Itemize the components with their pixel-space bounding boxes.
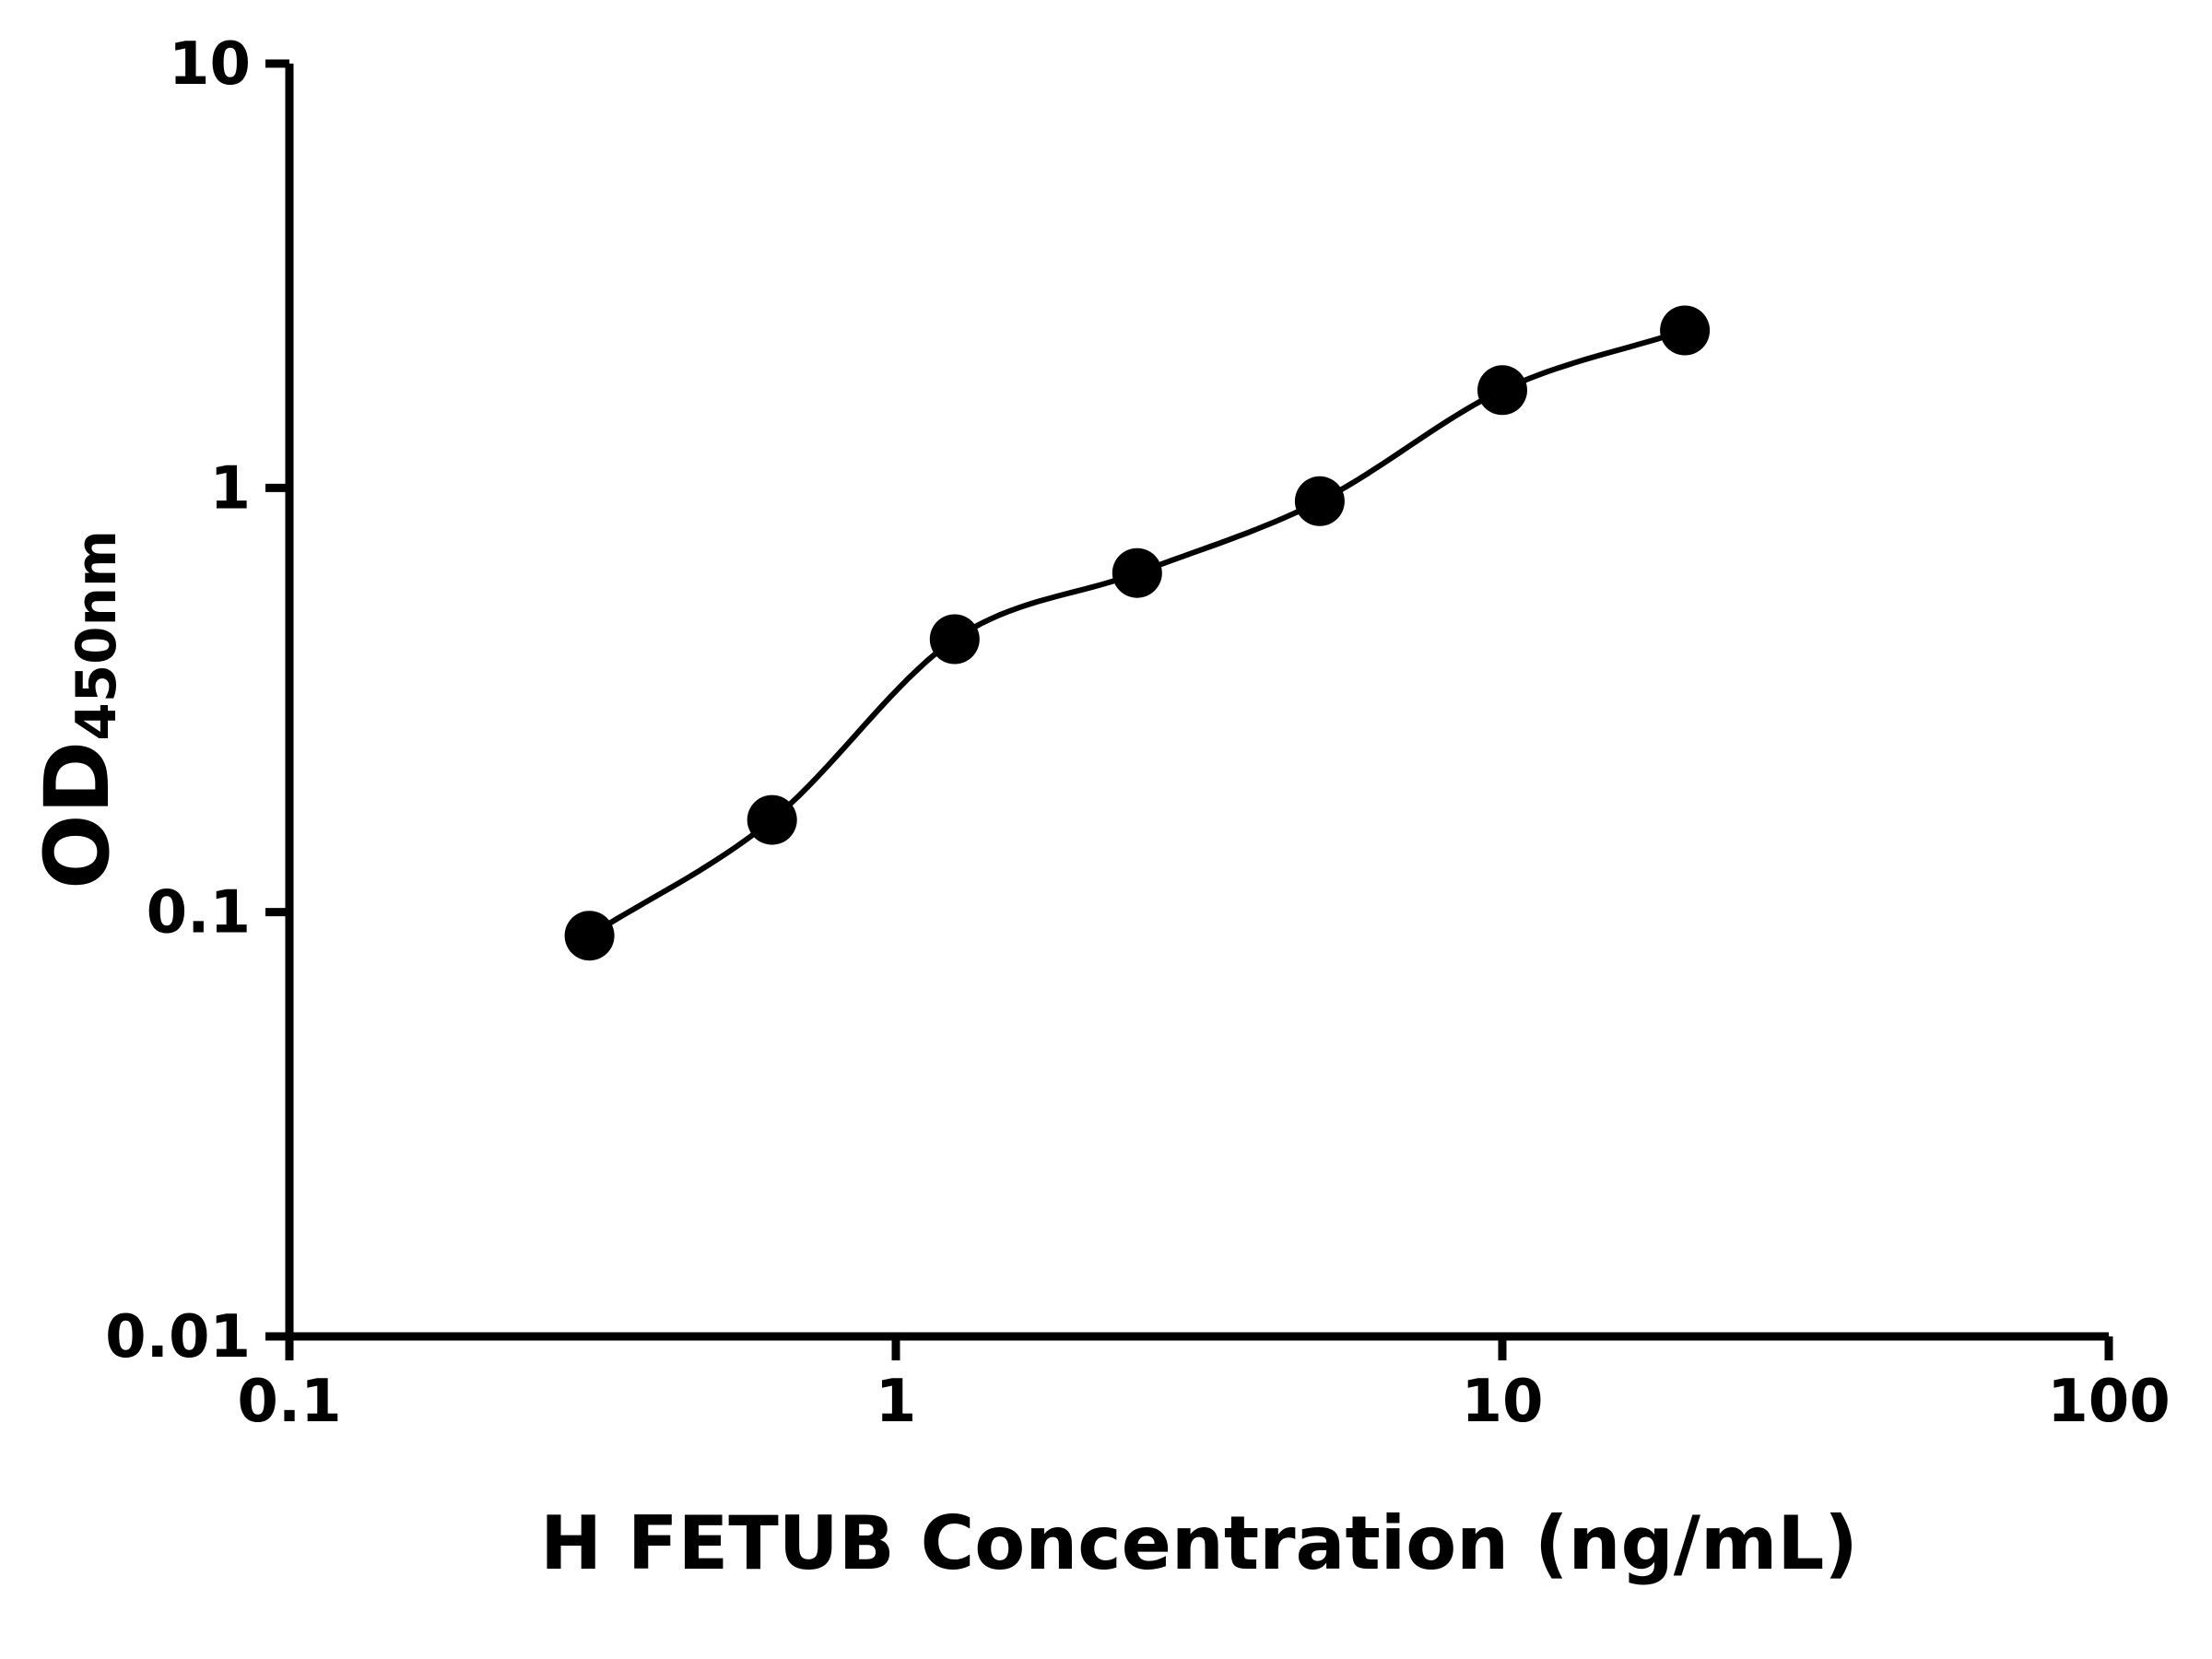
y-tick-label: 1	[209, 454, 251, 523]
x-tick-label: 1	[876, 1368, 917, 1436]
y-axis-title: OD450nm	[26, 530, 129, 889]
y-axis-title-sub: 450nm	[65, 530, 130, 741]
y-tick-label: 0.1	[147, 879, 251, 947]
x-tick-label: 0.1	[237, 1368, 341, 1436]
data-point	[1660, 305, 1711, 356]
x-axis-title: H FETUB Concentration (ng/mL)	[540, 1500, 1858, 1586]
fit-curve	[588, 327, 1687, 938]
data-point	[1112, 547, 1162, 598]
x-tick-label: 100	[2047, 1368, 2171, 1436]
data-point	[564, 911, 615, 961]
y-axis-title-main: OD	[25, 740, 129, 889]
y-tick-label: 0.01	[105, 1303, 251, 1371]
data-point	[747, 794, 797, 845]
data-point	[1294, 476, 1345, 526]
data-point	[929, 614, 980, 665]
y-tick-label: 10	[169, 30, 251, 99]
x-tick-label: 10	[1461, 1368, 1543, 1436]
data-point	[1477, 365, 1527, 416]
axes-frame	[285, 64, 2109, 1341]
